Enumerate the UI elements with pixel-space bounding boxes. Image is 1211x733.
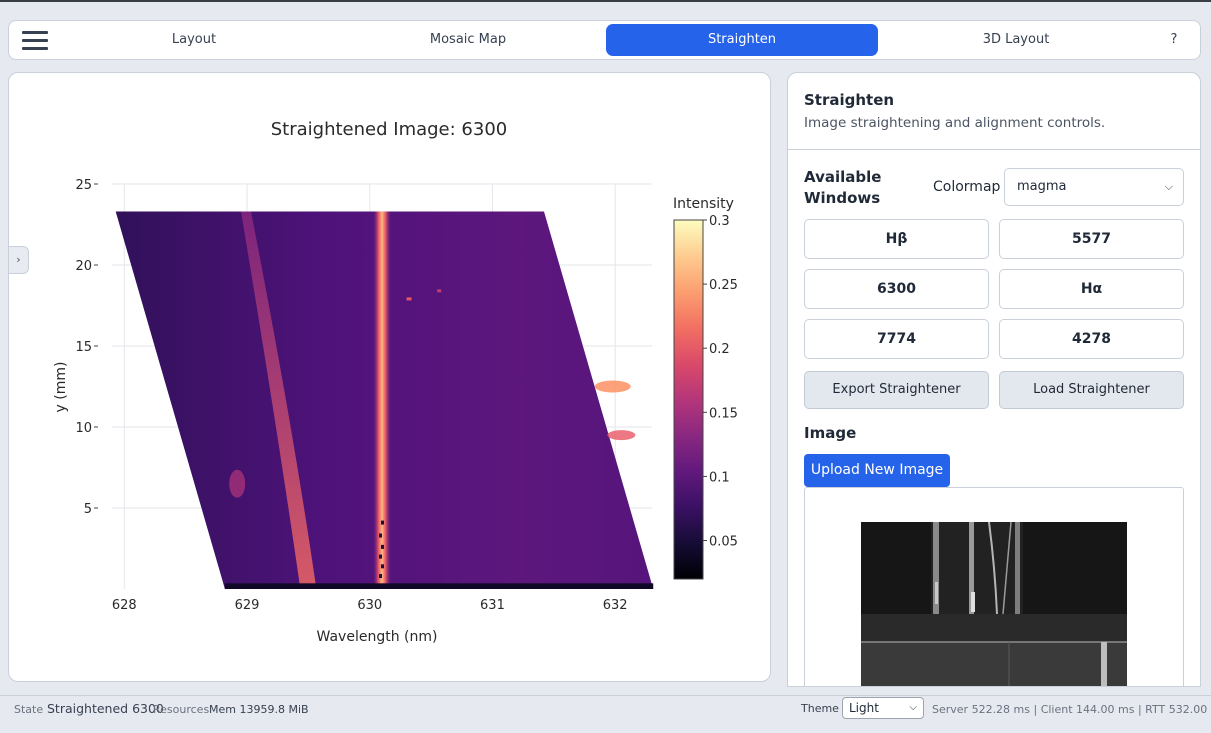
- hot-pixel: [437, 289, 442, 293]
- bottom-strip: [224, 583, 654, 589]
- load-straightener-button[interactable]: Load Straightener: [999, 371, 1184, 409]
- colorbar-title: Intensity: [673, 196, 734, 212]
- export-straightener-button[interactable]: Export Straightener: [804, 371, 989, 409]
- help-button[interactable]: ?: [1170, 32, 1178, 47]
- line-speckle: [379, 574, 382, 579]
- available-windows-label-line2: Windows: [804, 189, 881, 207]
- colormap-value: magma: [1017, 179, 1067, 194]
- emission-line: [373, 211, 391, 590]
- colorbar-tick-label: 0.1: [709, 470, 730, 485]
- line-speckle: [379, 554, 382, 559]
- y-tick-label: 20: [75, 259, 92, 274]
- line-speckle: [381, 564, 384, 569]
- y-tick-label: 15: [75, 340, 92, 355]
- curved-emission-line: [241, 211, 317, 590]
- straighten-panel: Straighten Image straightening and align…: [787, 72, 1201, 687]
- upload-image-button[interactable]: Upload New Image: [804, 454, 950, 487]
- window-button-hbeta[interactable]: Hβ: [804, 219, 989, 259]
- state-label: State: [14, 703, 44, 716]
- colorbar-tick-label: 0.3: [709, 214, 730, 229]
- tab-3d-layout[interactable]: 3D Layout: [982, 32, 1050, 47]
- hot-pixel: [406, 297, 412, 301]
- available-windows-label: Available Windows: [804, 167, 881, 209]
- window-button-6300[interactable]: 6300: [804, 269, 989, 309]
- theme-label: Theme: [801, 702, 839, 715]
- x-tick-label: 631: [480, 598, 505, 613]
- line-speckle: [379, 533, 382, 538]
- window-button-5577[interactable]: 5577: [999, 219, 1184, 259]
- line-speckle: [381, 544, 384, 549]
- divider: [788, 149, 1200, 150]
- left-edge-spot: [229, 469, 246, 498]
- colormap-select[interactable]: magma ⌵: [1004, 168, 1184, 206]
- x-tick-label: 629: [235, 598, 260, 613]
- y-tick-label: 25: [75, 178, 92, 193]
- image-section-label: Image: [804, 424, 857, 442]
- x-tick-label: 628: [112, 598, 137, 613]
- x-axis-label: Wavelength (nm): [317, 629, 438, 645]
- memory-readout: Mem 13959.8 MiB: [209, 703, 309, 716]
- raw-image-svg: [861, 522, 1127, 686]
- y-tick-label: 10: [75, 421, 92, 436]
- tab-layout[interactable]: Layout: [171, 32, 217, 47]
- timing-readout: Server 522.28 ms | Client 144.00 ms | RT…: [932, 703, 1211, 716]
- window-button-7774[interactable]: 7774: [804, 319, 989, 359]
- resources-label: Resources: [153, 703, 210, 716]
- line-speckle: [381, 520, 384, 525]
- top-nav: Layout Mosaic Map Straighten 3D Layout ?: [8, 20, 1201, 60]
- x-tick-label: 630: [357, 598, 382, 613]
- window-button-halpha[interactable]: Hα: [999, 269, 1184, 309]
- theme-value: Light: [849, 701, 879, 715]
- panel-subtitle: Image straightening and alignment contro…: [804, 115, 1106, 131]
- chevron-down-icon: ⌵: [909, 702, 917, 713]
- panel-title: Straighten: [804, 91, 895, 109]
- tab-mosaic-map[interactable]: Mosaic Map: [429, 32, 507, 47]
- colorbar-scale: [673, 219, 704, 580]
- window-button-4278[interactable]: 4278: [999, 319, 1184, 359]
- available-windows-label-line1: Available: [804, 168, 882, 186]
- x-tick-label: 632: [603, 598, 628, 613]
- chevron-down-icon: ⌵: [1164, 180, 1173, 193]
- heatmap-chart[interactable]: Straightened Image: 6300 628 629 630 631 632 5…: [9, 73, 770, 681]
- status-bar: State Straightened 6300 Resources Mem 13…: [0, 695, 1211, 733]
- colorbar-tick-label: 0.05: [709, 535, 738, 550]
- image-preview-frame: [804, 487, 1184, 686]
- plot-card: Straightened Image: 6300 628 629 630 631 632 5…: [8, 72, 771, 682]
- chart-title: Straightened Image: 6300: [271, 119, 507, 140]
- y-tick-label: 5: [84, 502, 92, 517]
- tab-straighten[interactable]: Straighten: [606, 24, 878, 56]
- colormap-label: Colormap: [933, 179, 1001, 195]
- state-value: Straightened 6300: [47, 701, 164, 716]
- right-edge-spot: [594, 380, 631, 393]
- menu-icon[interactable]: [22, 29, 48, 51]
- colorbar-tick-label: 0.15: [709, 406, 738, 421]
- sidebar-toggle-button[interactable]: ›: [8, 246, 29, 274]
- y-axis-label: y (mm): [53, 362, 69, 413]
- colorbar-tick-label: 0.2: [709, 342, 730, 357]
- image-thumbnail: [861, 522, 1127, 686]
- colorbar-tick-label: 0.25: [709, 278, 738, 293]
- theme-select[interactable]: Light ⌵: [842, 697, 924, 719]
- right-edge-spot: [607, 430, 636, 441]
